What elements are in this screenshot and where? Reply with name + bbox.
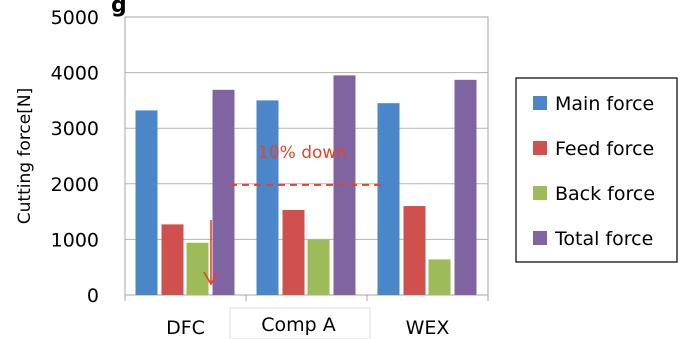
legend-swatch-main-force — [533, 96, 547, 110]
y-axis-ticks: 0 1000 2000 3000 4000 5000 — [51, 7, 99, 307]
bar-total-force-dfc — [212, 89, 235, 295]
bar-back-force-comp-a — [307, 239, 330, 295]
legend-label: Main force — [555, 93, 654, 115]
bar-main-force-comp-a — [256, 100, 279, 296]
y-tick-label: 4000 — [51, 63, 99, 85]
legend: Main force Feed force Back force Total forc… — [533, 93, 655, 250]
bar-back-force-dfc — [186, 242, 209, 295]
bar-total-force-wex — [454, 79, 477, 295]
legend-label: Back force — [555, 183, 655, 205]
y-tick-label: 0 — [87, 285, 99, 307]
category-label: DFC — [166, 317, 205, 339]
y-tick-label: 5000 — [51, 7, 99, 29]
legend-label: Total force — [554, 228, 653, 250]
title-fragment: g — [111, 0, 127, 18]
y-tick-label: 3000 — [51, 118, 99, 140]
legend-swatch-back-force — [533, 186, 547, 200]
category-label: WEX — [406, 317, 450, 339]
legend-swatch-feed-force — [533, 141, 547, 155]
y-tick-label: 2000 — [51, 174, 99, 196]
legend-swatch-total-force — [533, 231, 547, 245]
plot-area-frame — [124, 16, 489, 296]
y-axis-label: Cutting force[N] — [15, 88, 35, 224]
category-label: Comp A — [261, 314, 336, 336]
legend-label: Feed force — [555, 138, 654, 160]
gridlines — [125, 16, 488, 240]
down-arrow-icon — [203, 220, 219, 286]
annotation-group: 10% down — [203, 143, 385, 286]
bar-feed-force-comp-a — [282, 209, 305, 295]
bar-feed-force-wex — [403, 206, 426, 295]
bar-feed-force-dfc — [161, 224, 184, 295]
bar-main-force-dfc — [135, 110, 158, 296]
comp-a-label-box — [229, 307, 371, 339]
bars — [124, 75, 489, 301]
y-tick-label: 1000 — [51, 229, 99, 251]
bar-back-force-wex — [428, 259, 451, 295]
bar-main-force-wex — [377, 103, 400, 296]
annotation-text: 10% down — [258, 143, 347, 163]
category-labels: DFC Comp A WEX — [166, 314, 449, 339]
